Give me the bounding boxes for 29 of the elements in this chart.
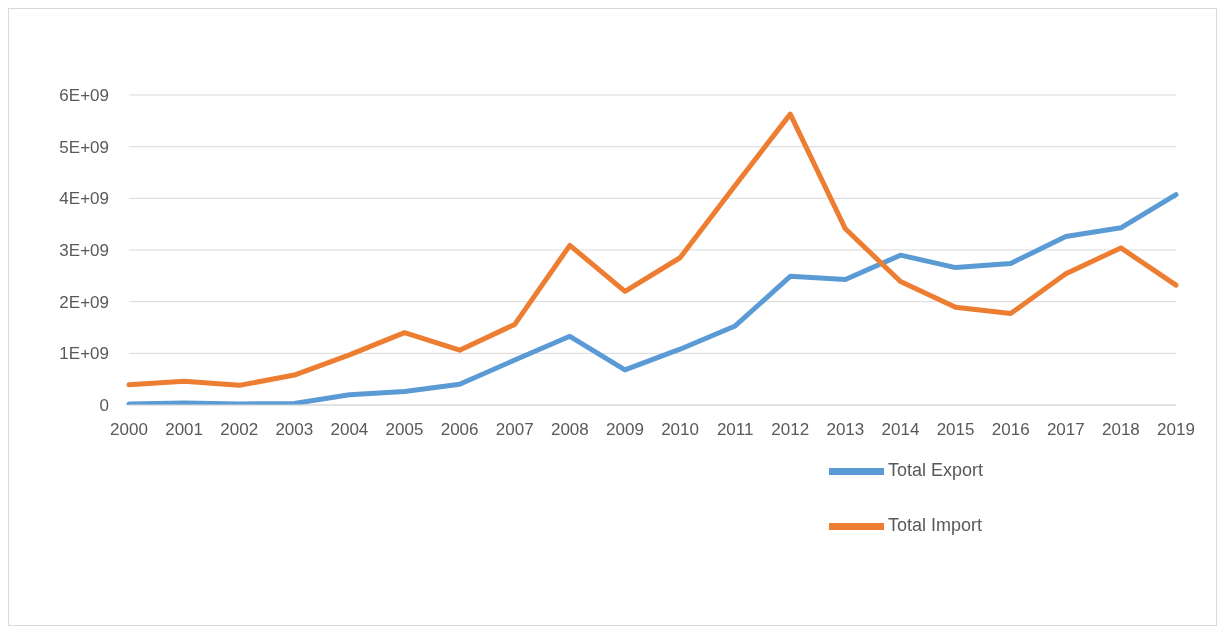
y-tick-label: 3E+09 — [59, 241, 109, 261]
x-tick-label: 2007 — [495, 420, 534, 440]
x-tick-label: 2012 — [771, 420, 810, 440]
x-tick-label: 2006 — [440, 420, 479, 440]
x-tick-label: 2000 — [110, 420, 148, 440]
x-tick-label: 2010 — [661, 420, 699, 440]
legend-label: Total Import — [888, 515, 983, 536]
x-tick-label: 2003 — [275, 420, 314, 440]
x-tick-label: 2013 — [826, 420, 865, 440]
y-tick-label: 5E+09 — [59, 137, 109, 157]
x-tick-label: 2017 — [1046, 420, 1085, 440]
x-tick-label: 2004 — [330, 420, 369, 440]
y-tick-label: 0 — [99, 396, 109, 416]
y-tick-label: 2E+09 — [59, 292, 109, 312]
x-tick-label: 2019 — [1157, 420, 1195, 440]
x-tick-label: 2015 — [936, 420, 975, 440]
x-tick-label: 2014 — [881, 420, 920, 440]
x-tick-label: 2002 — [220, 420, 259, 440]
x-tick-label: 2009 — [606, 420, 644, 440]
y-tick-label: 1E+09 — [59, 344, 109, 364]
x-tick-label: 2008 — [550, 420, 589, 440]
x-tick-label: 2001 — [165, 420, 204, 440]
x-tick-label: 2011 — [716, 420, 754, 440]
legend-label: Total Export — [888, 460, 984, 481]
y-tick-label: 6E+09 — [59, 86, 109, 106]
x-tick-label: 2005 — [385, 420, 424, 440]
y-tick-label: 4E+09 — [59, 189, 109, 209]
x-tick-label: 2018 — [1101, 420, 1140, 440]
x-tick-label: 2016 — [991, 420, 1030, 440]
